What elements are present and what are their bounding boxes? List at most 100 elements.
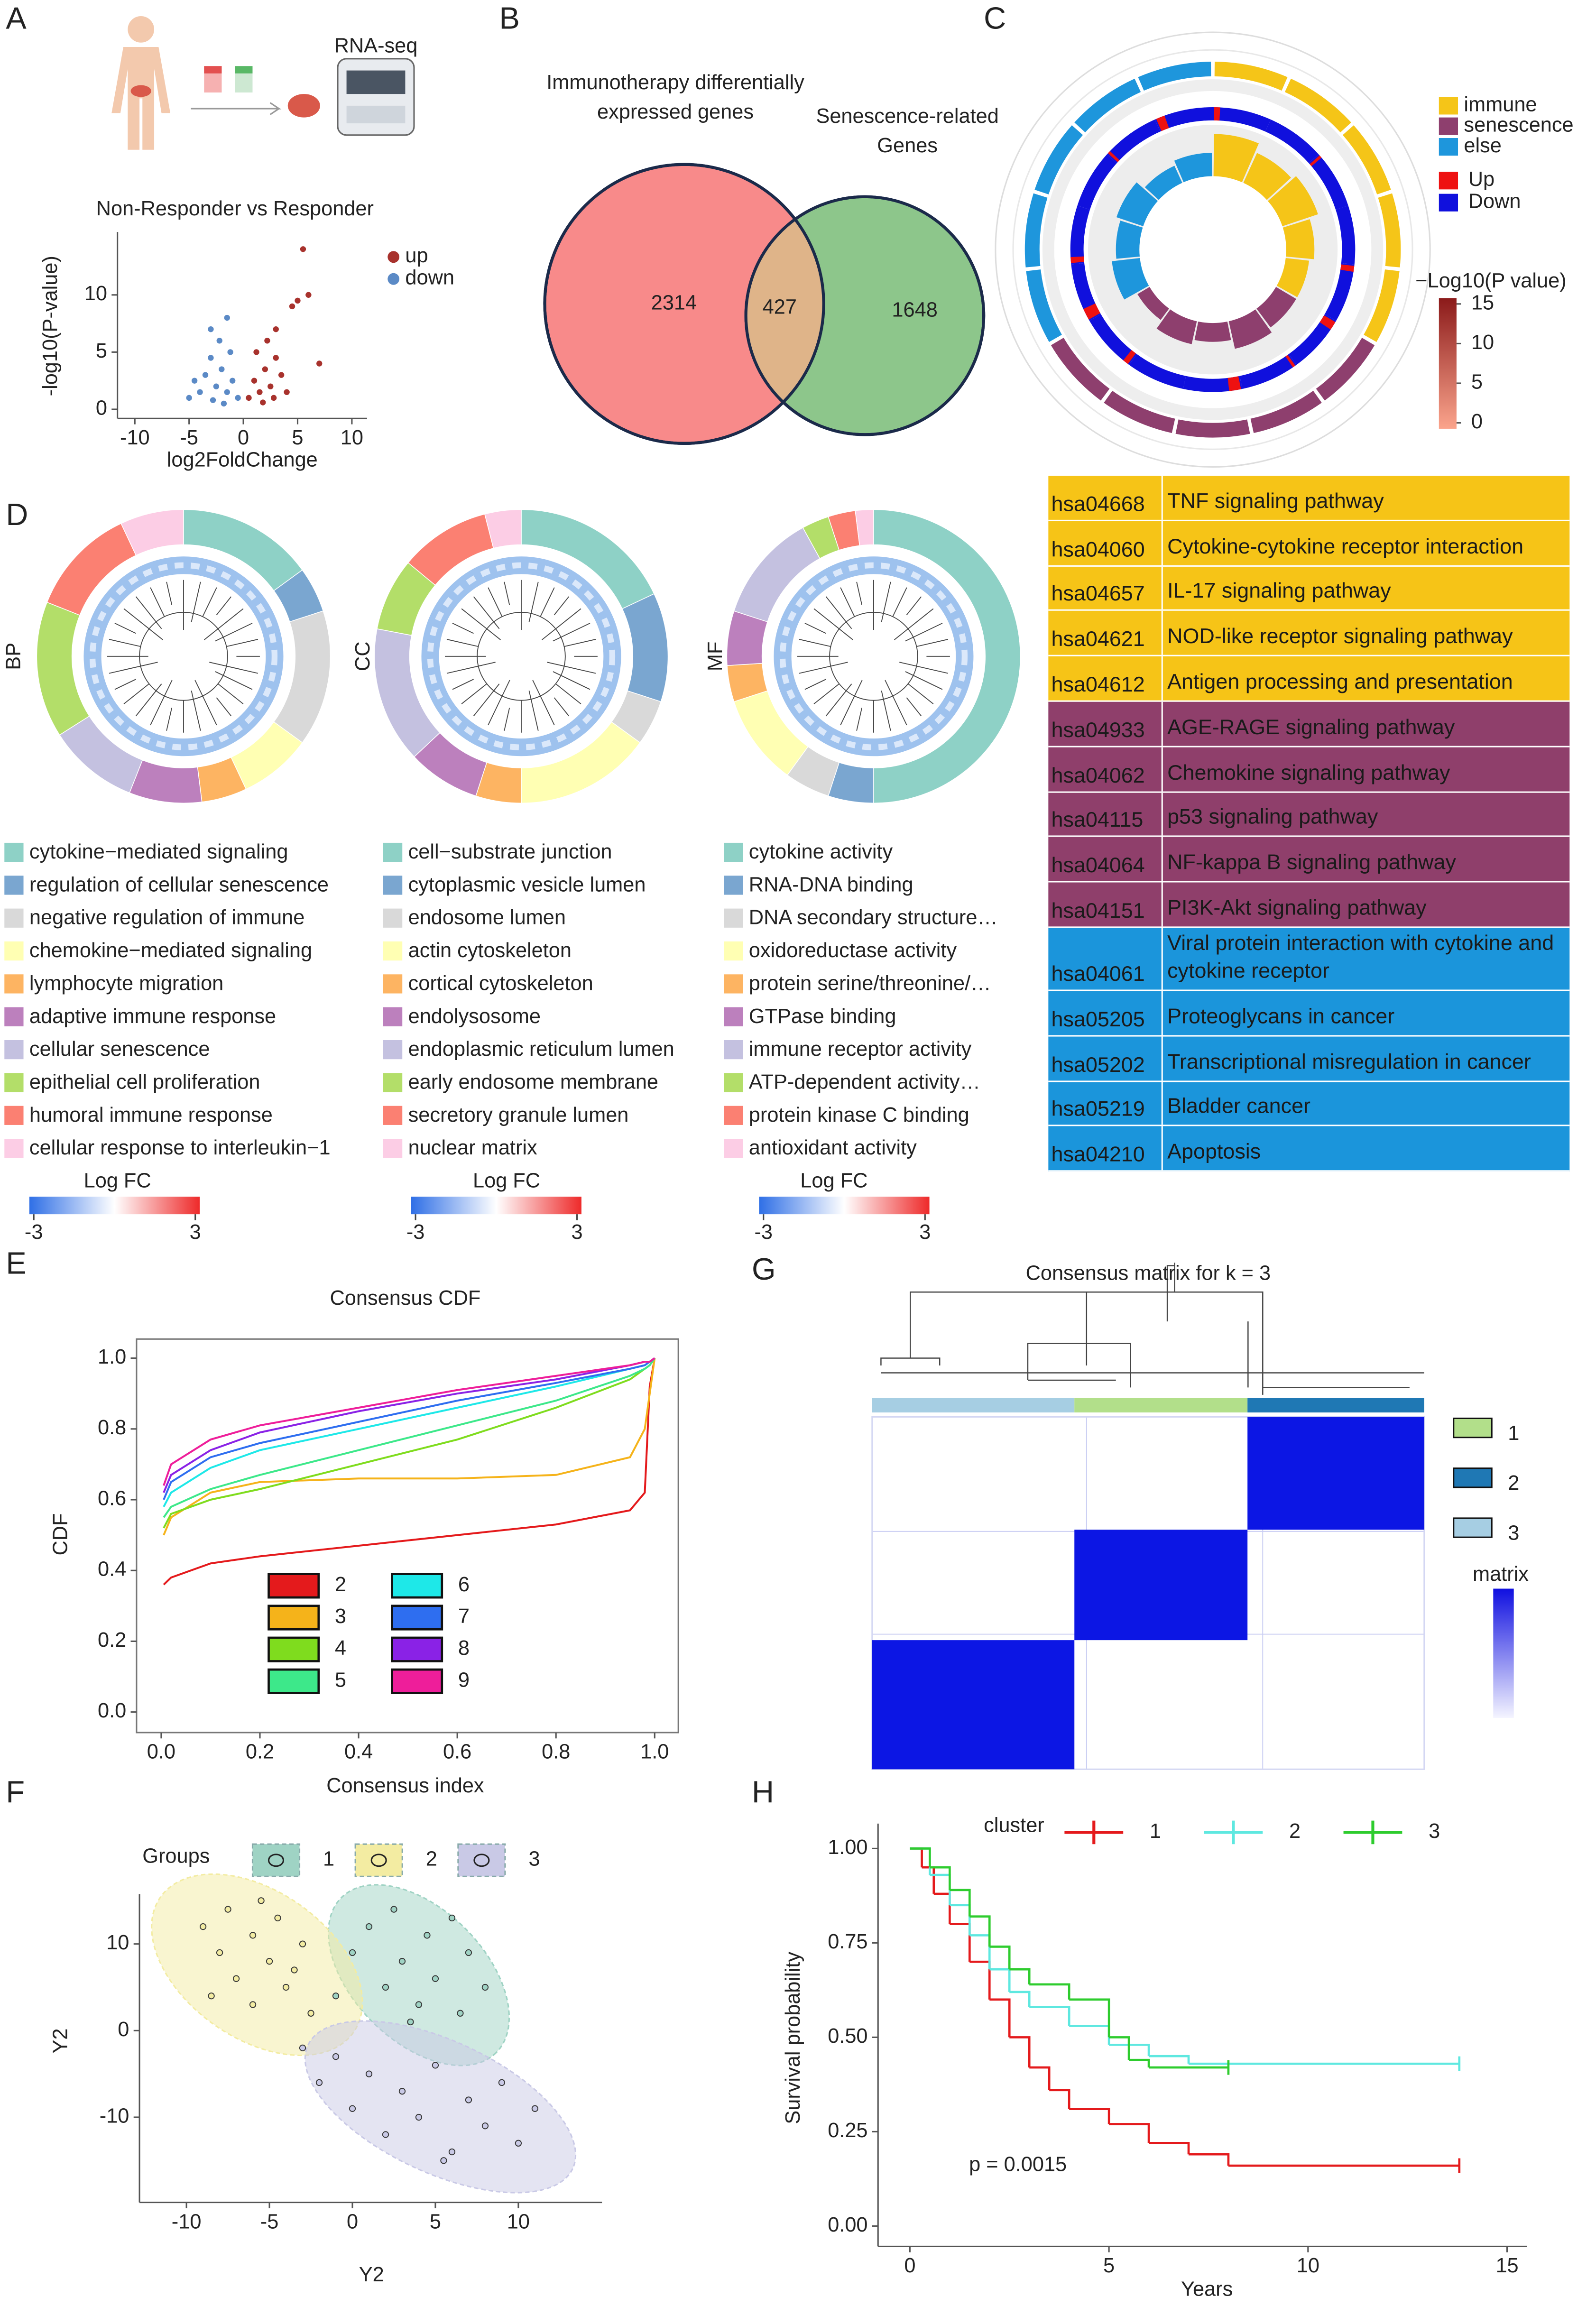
pathway-name: TNF signaling pathway [1167, 490, 1384, 514]
point [264, 338, 270, 344]
pathway-id: hsa05202 [1048, 1036, 1163, 1080]
survival-step [922, 1866, 935, 1894]
term-segment [855, 509, 874, 546]
legend-label: nuclear matrix [408, 1136, 537, 1159]
venn-count: 1648 [892, 299, 937, 322]
legend-swatch [4, 842, 24, 862]
legend-label: DNA secondary structure… [749, 906, 998, 929]
venn-outline [744, 195, 986, 436]
term-segment [46, 523, 137, 616]
table-row: hsa04062 Chemokine signaling pathway [1048, 747, 1570, 793]
pathway-name: PI3K-Akt signaling pathway [1167, 897, 1427, 921]
direction-up [1214, 107, 1220, 121]
panel-label: F [6, 1774, 25, 1809]
venn-count: 427 [763, 296, 797, 319]
point [457, 2010, 464, 2017]
legend-label: 1 [1150, 1820, 1161, 1843]
dendrogram-branch [114, 623, 136, 634]
colorbar-tick-label: 15 [1471, 291, 1494, 314]
y-tick-label: 0.75 [828, 1930, 867, 1953]
legend-label: 1 [323, 1848, 334, 1871]
point [300, 246, 306, 252]
legend-label: endoplasmic reticulum lumen [408, 1038, 674, 1061]
legend-label: 2 [335, 1573, 346, 1596]
dendrogram-branch [553, 671, 590, 690]
point [307, 2010, 314, 2017]
dendrogram-branch [114, 679, 136, 690]
panel-label: C [984, 1, 1006, 36]
survival-step [910, 1847, 931, 1868]
legend-label: oxidoreductase activity [749, 939, 957, 962]
pathway-id: hsa04061 [1048, 928, 1163, 990]
legend-label: immune receptor activity [749, 1038, 972, 1061]
dendrogram-branch [813, 608, 853, 640]
pathway-id: hsa04657 [1048, 566, 1163, 610]
pathway-id: hsa04060 [1048, 521, 1163, 565]
dendrogram [880, 1263, 1424, 1395]
dendrogram-branch [813, 683, 840, 704]
direction-up [1310, 155, 1322, 166]
point [365, 1923, 373, 1930]
survival-step [950, 1904, 971, 1936]
set-name: Immunotherapy differentially [546, 71, 804, 94]
point [398, 2088, 406, 2095]
point [199, 1923, 207, 1930]
point [208, 326, 214, 332]
legend-swatch [383, 941, 403, 961]
point [415, 2001, 423, 2008]
colorbar-tick-label: -3 [25, 1221, 43, 1244]
legend-swatch [268, 1636, 320, 1662]
colorbar-tick-label: -3 [406, 1221, 425, 1244]
colorbar-title: Log FC [84, 1169, 151, 1192]
direction-up [1319, 315, 1336, 330]
dendrogram-branch [135, 596, 162, 629]
legend-swatch [268, 1573, 320, 1599]
point [251, 378, 258, 384]
dendrogram-branch [504, 581, 510, 605]
point [448, 2148, 456, 2156]
panel-label: H [752, 1774, 774, 1809]
colorbar-title: −Log10(P value) [1415, 269, 1566, 292]
pathway-id: hsa05219 [1048, 1081, 1163, 1125]
point [305, 292, 312, 298]
survival-step [1069, 2025, 1110, 2045]
direction-ring [1070, 205, 1090, 265]
x-tick-label: 10 [507, 2210, 530, 2233]
legend-title: matrix [1473, 1563, 1529, 1586]
survival-step [910, 1847, 931, 1875]
direction-up [1156, 115, 1169, 131]
legend-swatch [268, 1668, 320, 1694]
survival-step [1109, 2044, 1150, 2057]
point [257, 389, 263, 395]
direction-ring [1107, 119, 1161, 163]
inner-bar [1144, 166, 1182, 200]
point [415, 2113, 423, 2121]
colorbar [29, 1196, 200, 1215]
dendrogram-branch [226, 639, 258, 647]
point [316, 360, 323, 367]
table-row: hsa04657 IL-17 signaling pathway [1048, 566, 1570, 612]
legend-swatch [1439, 194, 1458, 212]
pathway-name: Viral protein interaction with cytokine … [1167, 932, 1554, 984]
table-row: hsa05202 Transcriptional misregulation in… [1048, 1036, 1570, 1082]
point [407, 2018, 414, 2026]
legend-swatch [391, 1605, 443, 1631]
legend-key-point [370, 1854, 387, 1867]
dendrogram-branch [217, 683, 244, 704]
dendrogram-branch [150, 680, 173, 726]
legend-swatch [724, 908, 743, 928]
legend-label: 5 [335, 1669, 346, 1691]
category-ring [1034, 125, 1083, 194]
pathway-id: hsa04668 [1048, 476, 1163, 520]
point [249, 2001, 257, 2008]
colorbar [1493, 1588, 1514, 1718]
term-segment [129, 759, 203, 804]
legend-swatch [383, 908, 403, 928]
inner-bar [1282, 219, 1315, 259]
annotation-bar [1247, 1398, 1424, 1413]
category-ring [1284, 78, 1351, 133]
colorbar [759, 1196, 930, 1215]
x-tick-label: -5 [260, 2210, 279, 2233]
inner-bar [1174, 152, 1212, 183]
legend-label: lymphocyte migration [29, 972, 223, 995]
